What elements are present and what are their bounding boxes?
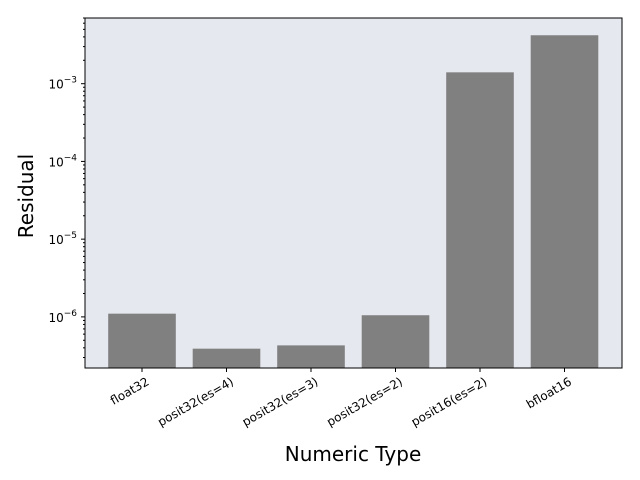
bar-bfloat16 bbox=[530, 35, 599, 368]
x-tick-label: posit32(es=4) bbox=[155, 374, 236, 429]
bar-posit32-es-3- bbox=[277, 345, 345, 368]
bar-float32 bbox=[108, 313, 176, 368]
y-tick-label: 10−4 bbox=[48, 153, 77, 169]
bar-posit16-es-2- bbox=[446, 72, 514, 368]
x-tick-label: posit32(es=3) bbox=[240, 374, 321, 429]
x-tick-label: posit32(es=2) bbox=[324, 374, 405, 429]
y-tick-label: 10−6 bbox=[48, 309, 77, 325]
x-tick-label: float32 bbox=[108, 374, 152, 407]
x-axis-label: Numeric Type bbox=[285, 442, 422, 466]
y-tick-label: 10−5 bbox=[48, 231, 77, 247]
y-axis-ticks: 10−6 10−5 10−4 10−3 bbox=[48, 17, 85, 359]
x-tick-label: bfloat16 bbox=[524, 374, 574, 411]
bar-posit32-es-2- bbox=[361, 315, 430, 368]
y-tick-label: 10−3 bbox=[48, 76, 77, 92]
y-axis-label: Residual bbox=[14, 154, 38, 238]
axes-frame bbox=[84, 17, 623, 369]
x-tick-label: posit16(es=2) bbox=[409, 374, 490, 429]
bar-posit32-es-4- bbox=[192, 348, 261, 368]
x-axis-ticks: float32 posit32(es=4) posit32(es=3) posit32… bbox=[108, 368, 574, 429]
bars-group bbox=[108, 35, 599, 368]
